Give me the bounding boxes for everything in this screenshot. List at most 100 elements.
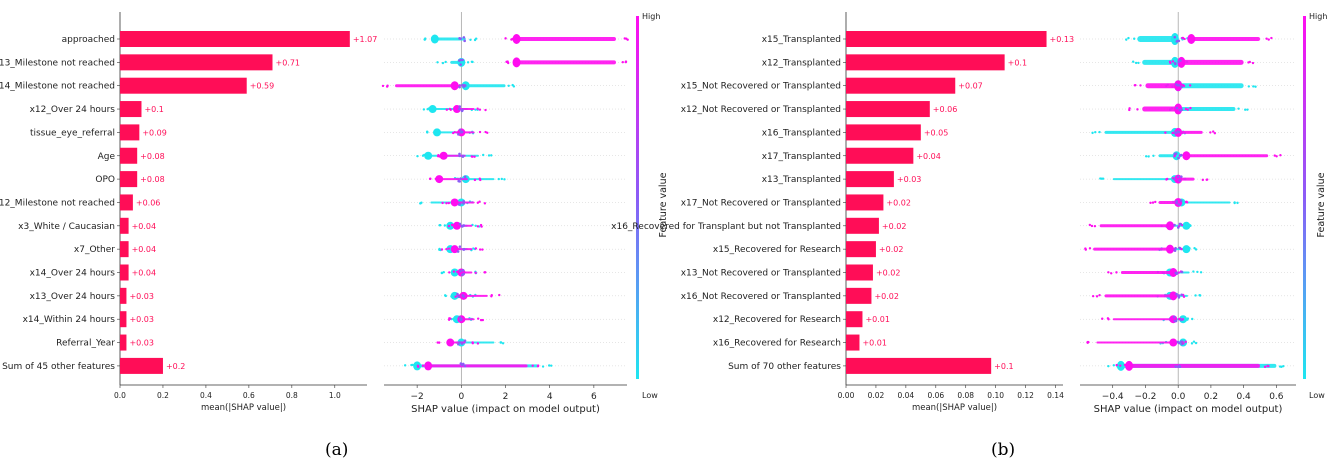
swarm-outlier-point [1164,131,1167,134]
swarm-high-band [516,37,616,41]
swarm-outlier-point [1125,38,1128,41]
bar-category-label: x14_Within 24 hours [23,315,116,325]
swarm-mixed-point [456,250,460,253]
swarm-outlier-point [478,248,482,251]
swarm-outlier-point [1086,341,1089,344]
swarm-outlier-point [1151,201,1155,204]
swarm-high-cluster [1177,56,1186,68]
swarm-outlier-point [436,61,439,64]
swarm-mixed-point [458,315,462,319]
swarm-high-cluster [450,245,459,254]
bar-category-label: x12_Recovered for Research [713,315,841,325]
swarm-x-tick-label: 0.4 [1236,392,1251,402]
swarm-outlier-point [1084,248,1087,251]
swarm-outlier-point [411,363,414,367]
swarm-outlier-point [450,223,454,227]
bar [846,334,860,351]
swarm-mixed-point [458,341,461,344]
swarm-outlier-point [1101,317,1104,320]
swarm-mixed-point [461,268,465,272]
swarm-outlier-point [1182,295,1186,298]
bar [846,77,956,94]
swarm-mixed-point [1173,35,1177,39]
swarm-outlier-point [499,341,502,344]
swarm-outlier-point [476,342,480,345]
swarm-outlier-point [474,271,477,275]
bar-x-tick-label: 0.00 [838,391,855,400]
swarm-outlier-point [547,364,551,367]
bar [120,101,142,118]
swarm-low-cluster [1170,33,1179,45]
swarm-outlier-point [1112,364,1116,367]
swarm-outlier-point [1193,247,1196,250]
colorbar [636,16,639,379]
swarm-mixed-point [1173,223,1176,227]
swarm-outlier-point [1188,84,1192,87]
swarm-low-band [1137,36,1175,42]
swarm-high-band [428,364,528,368]
swarm-mixed-point [1175,106,1179,110]
swarm-mixed-point [458,85,461,89]
swarm-outlier-point [1180,247,1183,251]
bar [120,241,129,258]
swarm-outlier-point [490,295,493,298]
bar-value-label: +0.03 [129,292,154,301]
swarm-outlier-point [1190,342,1194,345]
bar [846,241,876,258]
swarm-mixed-point [1177,341,1181,345]
swarm-low-cluster [428,105,437,114]
swarm-outlier-point [1171,131,1174,135]
swarm-x-tick-label: 4 [547,392,553,402]
swarm-mixed-point [462,272,465,276]
bar [120,264,129,281]
swarm-mixed-point [463,364,467,368]
swarm-outlier-point [441,61,445,65]
swarm-low-band [465,84,506,88]
swarm-mixed-point [458,202,462,206]
swarm-mixed-point [457,295,461,299]
swarm-low-cluster [1182,245,1191,254]
swarm-outlier-point [621,60,624,64]
swarm-mixed-point [1176,130,1179,134]
swarm-outlier-point [385,85,389,88]
swarm-mixed-point [1177,60,1181,64]
bar-category-label: x16_Transplanted [762,128,841,138]
bar-value-label: +0.71 [275,58,300,67]
swarm-outlier-point [1254,85,1257,88]
bar [120,31,350,47]
swarm-high-cluster [1166,221,1174,231]
swarm-outlier-point [1192,340,1196,343]
swarm-outlier-point [1106,317,1110,320]
swarm-outlier-point [503,178,506,181]
swarm-outlier-point [483,271,486,274]
bar-value-label: +0.04 [916,152,941,161]
bar [846,31,1047,47]
swarm-outlier-point [1115,363,1118,367]
swarm-outlier-point [426,131,429,134]
bar-category-label: x13_Not Recovered or Transplanted [681,269,841,279]
swarm-outlier-point [473,178,477,182]
swarm-outlier-point [1107,364,1110,368]
bar-value-label: +0.02 [879,245,904,254]
swarm-outlier-point [478,130,482,134]
bar-x-tick-label: 0.12 [1017,391,1034,400]
swarm-low-band [434,37,466,41]
bar-value-label: +0.02 [876,269,901,278]
swarm-mixed-point [462,248,466,251]
swarm-outlier-point [1252,85,1255,88]
bar-category-label: x13_Transplanted [762,175,841,185]
swarm-outlier-point [416,365,420,368]
swarm-outlier-point [1094,130,1097,134]
swarm-mixed-point [1175,271,1179,275]
swarm-mixed-point [458,152,461,156]
bar-value-label: +0.13 [1050,35,1075,44]
swarm-outlier-point [1270,36,1273,40]
bar [846,101,930,118]
bar-x-tick-label: 0.8 [286,391,298,400]
swarm-high-cluster [1169,291,1178,301]
swarm-outlier-point [466,61,470,64]
swarm-x-tick-label: 0.0 [1171,392,1186,402]
swarm-outlier-point [1091,131,1094,135]
swarm-high-cluster [450,198,459,207]
bar [120,171,138,188]
